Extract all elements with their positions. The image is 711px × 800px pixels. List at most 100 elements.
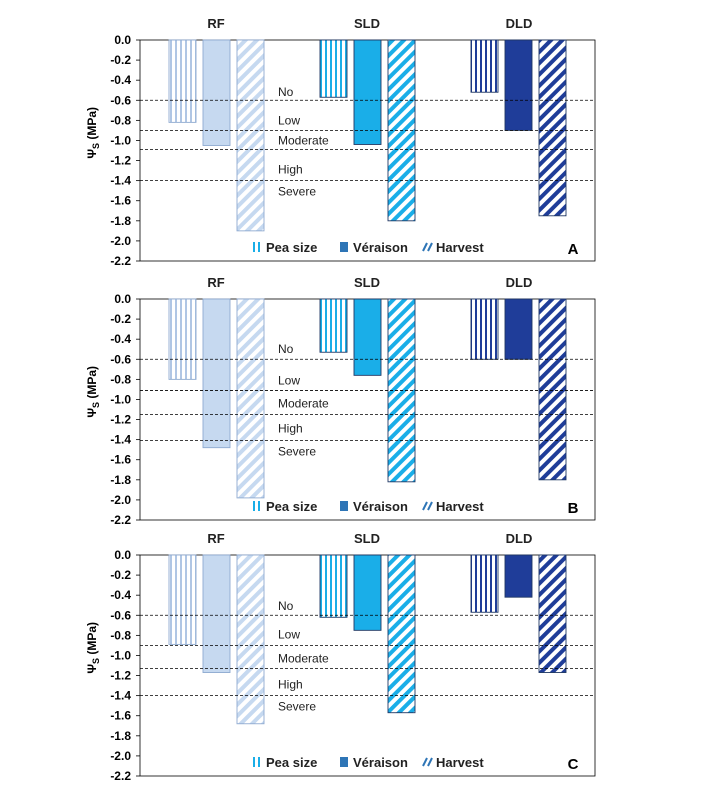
bar-dld-veraison — [504, 39, 533, 131]
bar-rf-harvest — [236, 554, 265, 725]
bar-sld-pea-size — [319, 554, 348, 618]
bar-rf-veraison — [202, 39, 231, 146]
bar-sld-veraison — [353, 554, 382, 631]
y-tick-label: -0.8 — [110, 372, 131, 386]
legend-swatch-pea-size — [253, 501, 255, 511]
y-tick-label: -2.2 — [110, 513, 131, 527]
chart-panel-a: 0.0 -0.2 -0.4 -0.6 -0.8 -1.0 -1.2 -1.4 -1.6 -1.8 -… — [85, 16, 596, 268]
y-tick-label: -2.0 — [110, 749, 131, 763]
group-label-rf: RF — [207, 275, 224, 290]
group-label-dld: DLD — [506, 275, 533, 290]
bar-rf-veraison — [202, 298, 231, 449]
bar-sld-veraison — [353, 39, 382, 145]
y-tick-label: -1.8 — [110, 473, 131, 487]
stress-label-low: Low — [278, 627, 300, 641]
bar-rf-pea-size — [168, 554, 197, 645]
y-tick-label: -1.6 — [110, 194, 131, 208]
legend-swatch-harvest — [427, 501, 433, 511]
bar-dld-veraison — [504, 554, 533, 598]
group-label-rf: RF — [207, 531, 224, 546]
y-axis-title: ΨS (MPa) — [85, 366, 101, 418]
bar-dld-harvest — [538, 554, 567, 673]
legend-label: Harvest — [436, 755, 484, 770]
y-tick-label: -1.4 — [110, 689, 131, 703]
y-axis-title: ΨS (MPa) — [85, 107, 101, 159]
legend-label: Pea size — [266, 240, 317, 255]
group-label-rf: RF — [207, 16, 224, 31]
y-tick-label: -1.0 — [110, 392, 131, 406]
bar-sld-harvest — [387, 554, 416, 714]
bar-rf-pea-size — [168, 39, 197, 123]
stress-label-high: High — [278, 678, 303, 692]
stress-label-moderate: Moderate — [278, 651, 329, 665]
bar-sld-pea-size — [319, 39, 348, 98]
bar-dld-harvest — [538, 298, 567, 481]
stress-label-no: No — [278, 342, 294, 356]
legend-swatch-pea-size — [258, 242, 260, 252]
bar-rf-harvest — [236, 39, 265, 232]
y-tick-label: -0.8 — [110, 113, 131, 127]
y-tick-label: -0.6 — [110, 93, 131, 107]
y-tick-label: -1.6 — [110, 453, 131, 467]
stress-label-low: Low — [278, 373, 300, 387]
y-tick-label: -1.0 — [110, 648, 131, 662]
y-tick-label: -1.8 — [110, 729, 131, 743]
bar-dld-pea-size — [470, 39, 499, 93]
y-tick-label: -1.0 — [110, 133, 131, 147]
y-tick-label: -2.0 — [110, 493, 131, 507]
y-tick-label: -1.6 — [110, 709, 131, 723]
legend-swatch-harvest — [422, 757, 428, 767]
y-tick-label: -0.4 — [110, 588, 131, 602]
legend-label: Véraison — [353, 240, 408, 255]
y-tick-label: -2.2 — [110, 254, 131, 268]
group-label-sld: SLD — [354, 16, 380, 31]
panel-label: B — [568, 500, 579, 517]
y-tick-label: -0.2 — [110, 312, 131, 326]
bar-dld-harvest — [538, 39, 567, 217]
panel-label: C — [568, 756, 579, 773]
bar-rf-veraison — [202, 554, 231, 673]
panel-label: A — [568, 241, 579, 258]
y-tick-label: 0.0 — [114, 548, 131, 562]
stress-label-high: High — [278, 422, 303, 436]
y-tick-label: -0.2 — [110, 53, 131, 67]
stress-label-severe: Severe — [278, 185, 316, 199]
stress-label-moderate: Moderate — [278, 133, 329, 147]
chart-panel-b: 0.0 -0.2 -0.4 -0.6 -0.8 -1.0 -1.2 -1.4 -1.6 -1.8 -… — [85, 275, 596, 527]
stress-label-moderate: Moderate — [278, 396, 329, 410]
y-tick-label: -1.2 — [110, 154, 131, 168]
legend-swatch-harvest — [422, 242, 428, 252]
y-tick-label: -1.4 — [110, 433, 131, 447]
legend-label: Harvest — [436, 499, 484, 514]
y-tick-label: -1.4 — [110, 174, 131, 188]
stress-label-severe: Severe — [278, 445, 316, 459]
bar-sld-pea-size — [319, 298, 348, 353]
y-tick-label: -0.6 — [110, 608, 131, 622]
legend-swatch-veraison — [340, 242, 348, 252]
bar-dld-pea-size — [470, 554, 499, 613]
legend-swatch-veraison — [340, 501, 348, 511]
y-tick-label: -2.2 — [110, 769, 131, 783]
y-tick-label: -0.4 — [110, 332, 131, 346]
chart-panel-c: 0.0 -0.2 -0.4 -0.6 -0.8 -1.0 -1.2 -1.4 -1.6 -1.8 -… — [85, 531, 596, 783]
stress-label-no: No — [278, 599, 294, 613]
y-axis-title: ΨS (MPa) — [85, 622, 101, 674]
bar-rf-harvest — [236, 298, 265, 499]
legend-label: Harvest — [436, 240, 484, 255]
legend-swatch-pea-size — [258, 501, 260, 511]
bar-sld-veraison — [353, 298, 382, 376]
y-tick-label: -0.8 — [110, 628, 131, 642]
legend-swatch-pea-size — [253, 757, 255, 767]
legend-swatch-harvest — [427, 242, 433, 252]
stress-label-high: High — [278, 163, 303, 177]
legend-swatch-pea-size — [253, 242, 255, 252]
bar-rf-pea-size — [168, 298, 197, 380]
legend-swatch-veraison — [340, 757, 348, 767]
stress-label-no: No — [278, 85, 294, 99]
y-tick-label: -0.4 — [110, 73, 131, 87]
y-tick-label: -2.0 — [110, 234, 131, 248]
bar-dld-pea-size — [470, 298, 499, 360]
legend-swatch-harvest — [427, 757, 433, 767]
group-label-dld: DLD — [506, 16, 533, 31]
